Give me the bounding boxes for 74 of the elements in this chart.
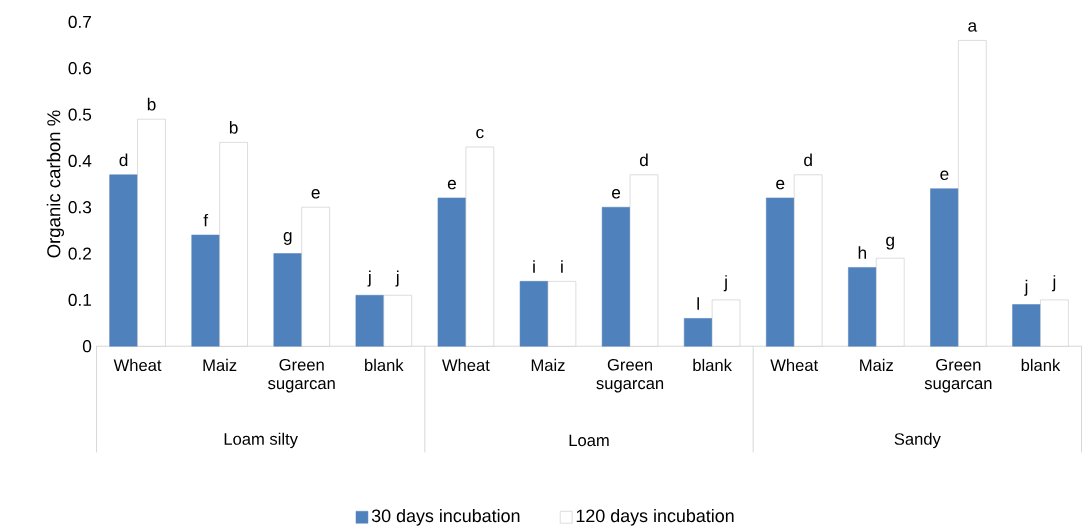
data-label: b [147,97,156,111]
text: Sandy [894,432,941,449]
bar [519,281,549,347]
data-label: j [1052,275,1056,292]
y-tick-label: 0.1 [68,293,91,306]
bar [629,174,659,347]
data-label: g [283,232,292,245]
data-label: a [968,22,978,32]
bar [137,118,166,347]
bar [383,294,412,347]
data-label: e [940,170,949,180]
data-label: e [612,189,621,199]
y-tick-label: 0.4 [68,154,92,167]
data-label: d [119,153,128,167]
data-label: j [367,270,371,287]
bar [273,253,302,347]
bar [766,197,795,347]
bar [876,257,905,347]
y-tick-label: 0.6 [68,62,92,75]
data-label: b [229,120,238,134]
bar [437,197,467,347]
x-tick-label: Maiz [531,358,565,371]
bar [355,294,385,347]
x-tick-label: Green sugarcan [924,358,992,393]
y-tick-label: 0.5 [68,108,92,121]
x-tick-label: Maiz [860,358,893,371]
data-label: d [804,153,812,167]
bar [601,206,631,347]
data-label: g [886,236,894,250]
x-tick-label: blank [693,358,732,371]
text: Loam silty [224,432,298,449]
y-tick-label: 0 [82,340,92,353]
bar [1012,304,1041,347]
data-label: j [723,275,727,292]
data-label: l [697,297,699,310]
bar [191,234,220,347]
x-tick-label: Wheat [442,358,490,371]
data-label: e [311,189,320,199]
bar [793,174,823,347]
bar [1040,299,1069,347]
y-tick-label: 0.3 [68,201,92,214]
x-tick-label: Green sugarcan [596,358,664,393]
x-tick-label: blank [365,358,404,371]
data-label: j [1024,279,1028,296]
bar [848,267,877,347]
y-tick-label: 0.2 [68,247,91,260]
bar [465,146,495,347]
data-label: c [476,128,484,139]
data-label: f [203,213,209,227]
bar [109,174,138,347]
data-label: j [395,270,399,287]
y-axis-title: Organic carbon % [46,110,65,258]
bar [683,318,713,347]
x-tick-label: Wheat [770,358,819,371]
bar [547,281,577,347]
x-tick-label: blank [1021,358,1061,371]
bar [219,142,248,347]
data-label: e [776,179,785,190]
legend-label: 30 days incubation [371,508,520,526]
data-label: i [533,260,535,273]
data-label: h [858,246,867,259]
x-tick-label: Wheat [113,358,162,371]
data-label: e [447,179,456,190]
data-label: i [561,260,563,273]
text: Loam [569,434,609,447]
x-tick-label: Green sugarcan [268,358,335,393]
data-label: d [639,153,648,167]
y-tick-label: 0.7 [68,15,91,28]
bar [930,188,959,347]
legend-label: 120 days incubation [576,508,734,526]
bar [958,40,987,347]
bar [711,299,741,347]
bar [301,206,330,347]
x-tick-label: Maiz [203,358,237,371]
